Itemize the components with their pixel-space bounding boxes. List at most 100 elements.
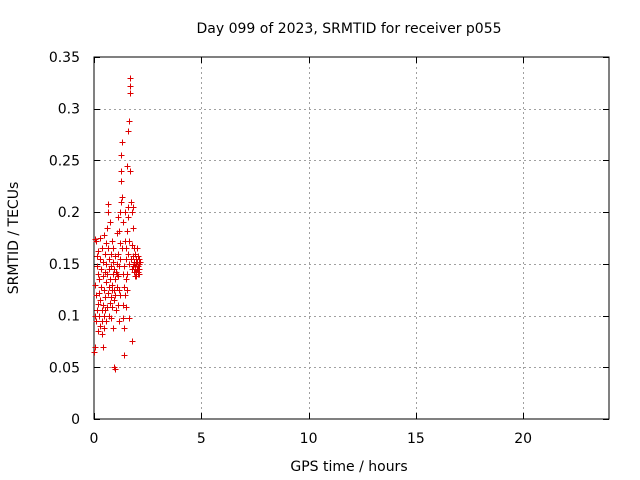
data-point	[97, 256, 104, 263]
data-point	[121, 325, 128, 332]
data-point	[94, 253, 101, 260]
data-point	[93, 318, 100, 325]
data-point	[108, 315, 115, 322]
data-point	[123, 304, 130, 311]
data-point	[125, 214, 132, 221]
data-point	[109, 282, 116, 289]
data-point	[109, 238, 116, 245]
data-point	[125, 128, 132, 135]
data-point	[115, 251, 122, 258]
axes: 0 5 10 15 20 0 0.05 0.1 0.15 0.2 0.25 0.3 0.35	[49, 50, 609, 447]
y-axis-label: SRMTID / TECUs	[6, 182, 22, 295]
data-point	[109, 304, 116, 311]
grid	[94, 57, 609, 419]
x-axis-label: GPS time / hours	[290, 459, 407, 475]
x-tick-label: 20	[514, 431, 532, 447]
data-point	[129, 209, 136, 216]
data-point	[104, 225, 111, 232]
data-point	[124, 163, 131, 170]
y-tick-label: 0.15	[49, 257, 80, 273]
data-point	[126, 315, 133, 322]
data-point	[135, 253, 142, 260]
data-point	[134, 245, 141, 252]
chart-title: Day 099 of 2023, SRMTID for receiver p05…	[196, 21, 501, 37]
data-point	[126, 238, 133, 245]
data-point	[102, 294, 109, 301]
data-point	[110, 259, 117, 266]
data-point	[99, 245, 106, 252]
data-point	[108, 294, 115, 301]
data-point	[127, 83, 134, 90]
data-point	[137, 259, 144, 266]
data-point	[98, 266, 105, 273]
data-point	[101, 232, 108, 239]
x-tick-label: 5	[197, 431, 206, 447]
data-point	[124, 228, 131, 235]
data-point	[100, 302, 107, 309]
data-point	[107, 300, 114, 307]
data-point	[121, 263, 128, 270]
data-points	[91, 75, 144, 373]
data-point	[103, 240, 110, 247]
data-point	[118, 199, 125, 206]
data-point	[103, 279, 110, 286]
y-tick-label: 0	[71, 412, 80, 428]
x-tick-label: 15	[407, 431, 425, 447]
data-point	[92, 344, 99, 351]
y-tick-label: 0.1	[58, 309, 80, 325]
data-point	[97, 323, 104, 330]
data-point	[95, 271, 102, 278]
data-point	[97, 235, 104, 242]
y-tick-label: 0.25	[49, 153, 80, 169]
data-point	[105, 209, 112, 216]
data-point	[127, 168, 134, 175]
data-point	[110, 325, 117, 332]
data-point	[126, 118, 133, 125]
data-point	[116, 228, 123, 235]
data-point	[106, 256, 113, 263]
data-point	[115, 214, 122, 221]
data-point	[105, 290, 112, 297]
data-point	[100, 344, 107, 351]
data-point	[102, 251, 109, 258]
data-point	[130, 204, 137, 211]
data-point	[108, 251, 115, 258]
data-point	[107, 219, 114, 226]
x-tick-label: 0	[90, 431, 99, 447]
data-point	[103, 261, 110, 268]
data-point	[112, 366, 119, 373]
data-point	[101, 287, 108, 294]
data-point	[96, 290, 103, 297]
data-point	[96, 276, 103, 283]
data-point	[117, 240, 124, 247]
x-tick-label: 10	[300, 431, 318, 447]
data-point	[112, 276, 119, 283]
data-point	[121, 352, 128, 359]
data-point	[91, 349, 98, 356]
data-point	[113, 307, 120, 314]
data-point	[123, 245, 130, 252]
data-point	[125, 251, 132, 258]
data-point	[104, 271, 111, 278]
data-point	[120, 315, 127, 322]
y-tick-label: 0.05	[49, 360, 80, 376]
data-point	[97, 297, 104, 304]
data-point	[120, 219, 127, 226]
data-point	[100, 273, 107, 280]
data-point	[119, 194, 126, 201]
data-point	[123, 276, 130, 283]
data-point	[122, 292, 129, 299]
data-point	[99, 331, 106, 338]
data-point	[136, 256, 143, 263]
data-point	[111, 297, 118, 304]
data-point	[115, 273, 122, 280]
data-point	[118, 168, 125, 175]
data-point	[118, 152, 125, 159]
data-point	[124, 271, 131, 278]
data-point	[130, 225, 137, 232]
data-point	[116, 287, 123, 294]
data-point	[136, 271, 143, 278]
data-point	[117, 256, 124, 263]
data-point	[98, 284, 105, 291]
